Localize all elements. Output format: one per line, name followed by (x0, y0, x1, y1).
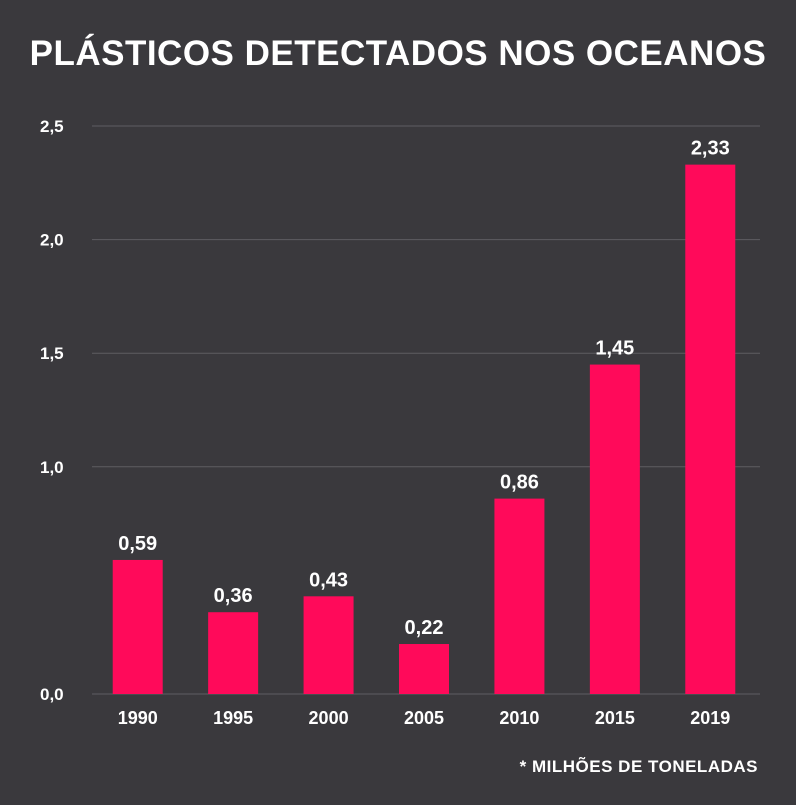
x-label-2019: 2019 (690, 708, 730, 728)
value-label-1990: 0,59 (118, 533, 157, 555)
value-label-1995: 0,36 (214, 585, 253, 607)
value-label-2010: 0,86 (500, 472, 539, 494)
x-label-1995: 1995 (213, 708, 253, 728)
bars (112, 164, 736, 694)
x-label-2010: 2010 (499, 708, 539, 728)
y-tick-label: 2,0 (40, 231, 64, 250)
y-axis-ticks: 0,0 1,0 1,5 2,0 2,5 (40, 117, 64, 704)
y-tick-label: 2,5 (40, 117, 64, 136)
x-label-2005: 2005 (404, 708, 444, 728)
x-label-2000: 2000 (309, 708, 349, 728)
bar-2019 (685, 164, 736, 694)
value-label-2000: 0,43 (309, 569, 348, 591)
y-tick-label: 1,0 (40, 458, 64, 477)
value-label-2005: 0,22 (405, 617, 444, 639)
x-label-2015: 2015 (595, 708, 635, 728)
x-label-1990: 1990 (118, 708, 158, 728)
bar-2010 (494, 498, 545, 694)
bar-1990 (112, 559, 163, 694)
grid-lines (92, 125, 760, 695)
bar-1995 (208, 612, 259, 694)
value-label-2015: 1,45 (595, 338, 634, 360)
x-axis-labels: 1990 1995 2000 2005 2010 2015 2019 (118, 708, 731, 728)
chart-title: PLÁSTICOS DETECTADOS NOS OCEANOS (29, 34, 767, 73)
bar-2005 (399, 644, 449, 694)
bar-2000 (303, 596, 354, 694)
footnote: * MILHÕES DE TONELADAS (519, 757, 758, 776)
value-label-2019: 2,33 (691, 138, 730, 160)
y-tick-label: 1,5 (40, 344, 64, 363)
y-tick-label: 0,0 (40, 685, 64, 704)
bar-2015 (589, 364, 640, 694)
value-labels: 0,59 0,36 0,43 0,22 0,86 1,45 2,33 (118, 138, 730, 639)
